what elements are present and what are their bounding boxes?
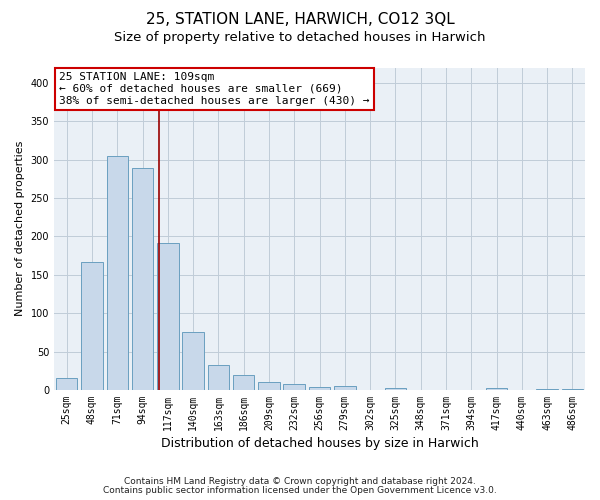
- Bar: [536, 389, 558, 390]
- Bar: [562, 389, 583, 390]
- Bar: [283, 384, 305, 390]
- Text: Contains public sector information licensed under the Open Government Licence v3: Contains public sector information licen…: [103, 486, 497, 495]
- Y-axis label: Number of detached properties: Number of detached properties: [15, 141, 25, 316]
- Bar: [334, 386, 356, 390]
- Bar: [258, 382, 280, 390]
- Bar: [81, 262, 103, 390]
- Bar: [309, 387, 330, 390]
- Text: Contains HM Land Registry data © Crown copyright and database right 2024.: Contains HM Land Registry data © Crown c…: [124, 477, 476, 486]
- Text: 25, STATION LANE, HARWICH, CO12 3QL: 25, STATION LANE, HARWICH, CO12 3QL: [146, 12, 454, 28]
- Bar: [486, 388, 507, 390]
- Bar: [157, 242, 179, 390]
- Bar: [56, 378, 77, 390]
- Bar: [182, 332, 204, 390]
- Text: Size of property relative to detached houses in Harwich: Size of property relative to detached ho…: [114, 31, 486, 44]
- Bar: [385, 388, 406, 390]
- Bar: [132, 168, 153, 390]
- Bar: [233, 374, 254, 390]
- Bar: [208, 364, 229, 390]
- X-axis label: Distribution of detached houses by size in Harwich: Distribution of detached houses by size …: [161, 437, 478, 450]
- Text: 25 STATION LANE: 109sqm
← 60% of detached houses are smaller (669)
38% of semi-d: 25 STATION LANE: 109sqm ← 60% of detache…: [59, 72, 370, 106]
- Bar: [107, 156, 128, 390]
